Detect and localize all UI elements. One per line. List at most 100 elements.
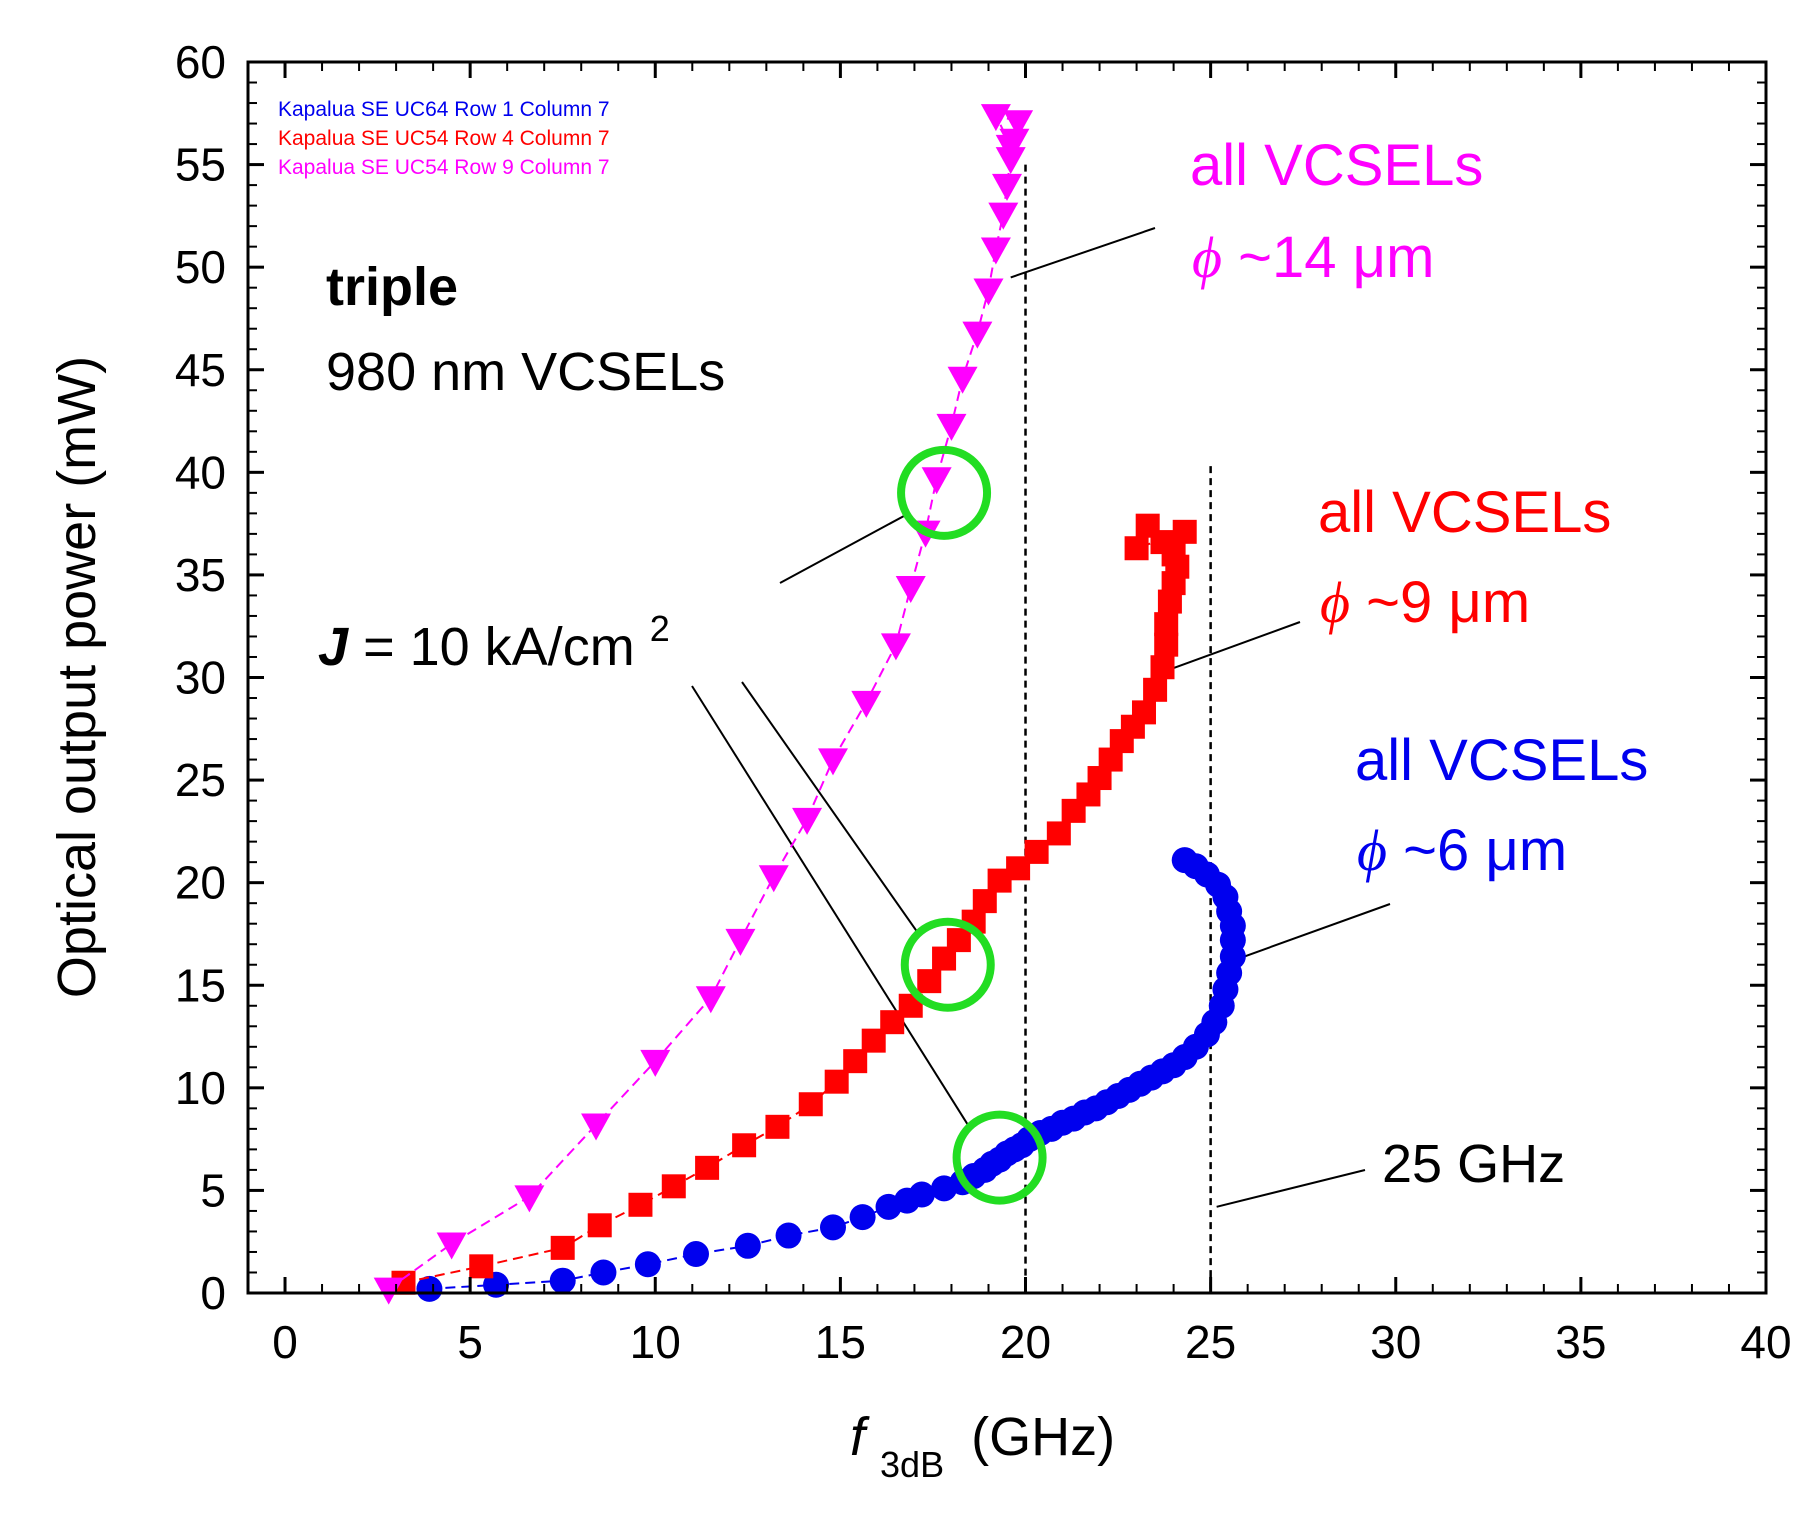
data-point-triangle	[640, 1049, 671, 1077]
data-point-triangle	[880, 633, 911, 661]
data-point-triangle	[725, 928, 756, 956]
y-tick-label: 0	[200, 1267, 226, 1319]
legend-entry-2: Kapalua SE UC54 Row 4 Column 7	[278, 127, 610, 150]
data-point-triangle	[936, 413, 967, 441]
data-point-square	[765, 1114, 790, 1139]
series-triangle-down	[373, 104, 1034, 1305]
y-tick-label: 50	[175, 241, 226, 293]
label-6um-line2: ϕ ~6 μm	[1357, 818, 1567, 883]
data-point-square	[824, 1069, 849, 1094]
y-tick-label: 30	[175, 652, 226, 704]
data-point-triangle	[947, 366, 978, 394]
data-point-triangle	[980, 237, 1011, 265]
data-point-triangle	[988, 202, 1019, 230]
x-tick-label: 0	[272, 1316, 298, 1368]
y-axis-label: Optical output power (mW)	[47, 356, 107, 998]
series-circle	[416, 847, 1246, 1302]
data-point-square	[917, 969, 942, 994]
label-9um-line1: all VCSELs	[1318, 480, 1611, 545]
data-point-triangle	[514, 1185, 545, 1213]
data-point-circle	[1171, 847, 1198, 874]
data-point-square	[880, 1010, 905, 1035]
data-point-triangle	[980, 104, 1011, 132]
y-tick-label: 40	[175, 446, 226, 498]
data-point-triangle	[436, 1232, 467, 1260]
current-density-symbol: J	[318, 617, 349, 677]
label-9um-size: ~9 μm	[1366, 570, 1530, 635]
y-tick-label: 55	[175, 139, 226, 191]
y-tick-labels: 0 5 10 15 20 25 30 35 40 45 50 55 60	[175, 36, 226, 1319]
data-point-square	[1150, 655, 1175, 680]
data-point-square	[469, 1254, 494, 1279]
data-point-triangle	[851, 690, 882, 718]
x-tick-label: 5	[457, 1316, 483, 1368]
data-point-square	[587, 1213, 612, 1238]
label-14um-line1: all VCSELs	[1190, 133, 1483, 198]
data-point-triangle	[695, 986, 726, 1014]
data-point-square	[1135, 513, 1160, 538]
x-axis-label-unit: (GHz)	[971, 1407, 1115, 1467]
data-point-circle	[590, 1259, 617, 1286]
data-point-circle	[775, 1222, 802, 1249]
data-point-square	[661, 1174, 686, 1199]
data-point-circle	[549, 1267, 576, 1294]
x-axis-label: f 3dB (GHz)	[850, 1407, 1115, 1489]
x-tick-label: 15	[815, 1316, 866, 1368]
data-point-triangle	[895, 575, 926, 603]
leader-j-to-blue	[691, 685, 971, 1129]
leader-6um	[1232, 903, 1391, 962]
current-density-label: J = 10 kA/cm 2	[318, 608, 670, 677]
data-point-square	[1143, 677, 1168, 702]
data-point-triangle	[581, 1113, 612, 1141]
highlight-circle	[900, 917, 995, 1012]
x-tick-labels: 0 5 10 15 20 25 30 35 40	[272, 1316, 1791, 1368]
data-point-circle	[908, 1181, 935, 1208]
data-point-triangle	[792, 807, 823, 835]
label-6um-line1: all VCSELs	[1355, 728, 1648, 793]
data-point-triangle	[758, 865, 789, 893]
current-density-text: = 10 kA/cm	[363, 617, 635, 677]
data-point-triangle	[817, 748, 848, 776]
data-point-triangle	[921, 467, 952, 495]
data-point-square	[1172, 519, 1197, 544]
data-point-square	[972, 889, 997, 914]
data-point-square	[1024, 839, 1049, 864]
data-point-square	[1046, 821, 1071, 846]
data-point-triangle	[992, 173, 1022, 201]
data-point-circle	[734, 1232, 761, 1259]
x-axis-label-main: f	[850, 1407, 870, 1467]
highlight-circle	[952, 1110, 1047, 1205]
label-14um-line2: ϕ ~14 μm	[1192, 225, 1434, 290]
annotation-triple: triple	[326, 257, 458, 317]
data-point-square	[798, 1092, 823, 1117]
leader-j-to-red	[741, 681, 919, 934]
highlight-circle	[897, 445, 992, 540]
y-tick-label: 20	[175, 857, 226, 909]
leader-j-to-magenta	[779, 513, 907, 584]
data-point-square	[628, 1192, 653, 1217]
data-point-square	[843, 1049, 868, 1074]
x-tick-label: 30	[1370, 1316, 1421, 1368]
leader-lines	[691, 227, 1391, 1208]
data-point-square	[695, 1155, 720, 1180]
y-tick-label: 60	[175, 36, 226, 88]
label-6um-size: ~6 μm	[1403, 818, 1567, 883]
current-density-superscript: 2	[650, 608, 670, 649]
data-point-triangle	[1003, 110, 1034, 138]
data-point-triangle	[995, 134, 1026, 162]
y-tick-label: 45	[175, 344, 226, 396]
x-tick-label: 20	[1000, 1316, 1051, 1368]
label-9um-phi: ϕ	[1320, 570, 1350, 635]
leader-14um	[1010, 227, 1156, 279]
data-point-triangle	[962, 321, 993, 349]
legend-entry-3: Kapalua SE UC54 Row 9 Column 7	[278, 156, 610, 179]
data-point-square	[1124, 536, 1149, 561]
series-line	[429, 859, 1234, 1290]
data-point-triangle	[973, 278, 1004, 306]
data-point-circle	[634, 1251, 661, 1278]
y-tick-label: 25	[175, 754, 226, 806]
y-tick-label: 35	[175, 549, 226, 601]
leader-9um	[1158, 621, 1301, 675]
